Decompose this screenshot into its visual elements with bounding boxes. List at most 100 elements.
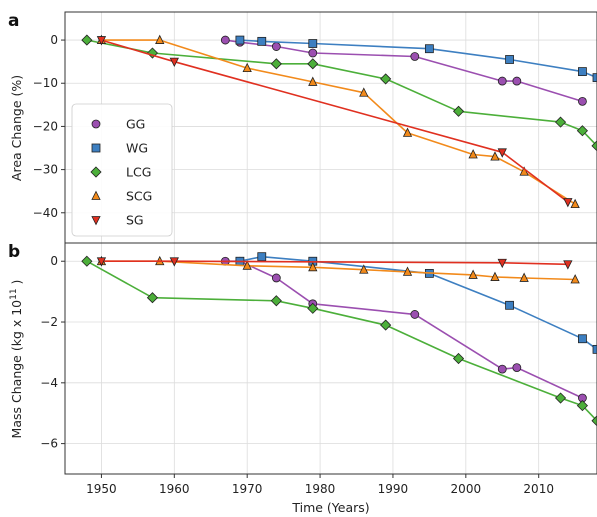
panel-a-point-wg-4 <box>505 55 514 64</box>
panel-a-point-scg-9 <box>570 198 580 209</box>
panel-b-y-axis-label-suffix: ) <box>9 280 24 289</box>
panel-a-point-lcg-7 <box>576 125 588 137</box>
panel-b-point-wg-4 <box>505 300 514 310</box>
panel-b-y-ticks: 0 −2 −4 −6 <box>40 254 65 451</box>
panel-a-point-scg-5 <box>402 127 413 137</box>
panel-a-point-lcg-6 <box>554 116 567 128</box>
panel-b-point-lcg-8 <box>591 415 597 427</box>
panel-b-point-wg-6 <box>592 344 597 354</box>
panel-b-y-axis-label-exponent: 11 <box>9 288 19 299</box>
panel-a-point-wg-1 <box>257 36 267 46</box>
panel-b-series-sg <box>96 257 573 270</box>
panel-a-point-gg-2 <box>271 42 281 51</box>
panel-a-point-lcg-0 <box>81 34 93 46</box>
legend-marker-gg <box>91 119 101 129</box>
x-tick-label-1950: 1950 <box>86 482 117 496</box>
panel-b-y-axis-label: Mass Change (kg x 1011 ) <box>9 280 24 439</box>
legend-marker-lcg <box>90 166 102 178</box>
panel-a-point-lcg-3 <box>307 58 319 70</box>
panel-b-y-tick-label--4: −4 <box>40 376 58 390</box>
panel-a-y-ticks: 0 −10 −20 −30 −40 <box>33 33 65 220</box>
panel-b-point-lcg-1 <box>146 292 159 304</box>
panel-b-point-scg-5 <box>402 266 413 276</box>
legend-label-gg: GG <box>126 117 145 132</box>
panel-b-point-lcg-6 <box>554 392 567 404</box>
panel-a-point-gg-4 <box>410 52 420 61</box>
panel-b-point-gg-2 <box>271 273 281 283</box>
panel-a-series <box>81 34 597 209</box>
panel-a-point-scg-4 <box>359 87 369 97</box>
panel-b-mass-change: 0 −2 −4 −6 b Mass Change (kg x 1011 ) <box>8 242 597 475</box>
panel-b-letter: b <box>8 242 20 262</box>
x-tick-label-2010: 2010 <box>523 482 554 496</box>
panel-b-y-tick-label--6: −6 <box>40 437 58 451</box>
x-tick-label-1970: 1970 <box>232 482 263 496</box>
panel-b-y-axis-label-main: Mass Change (kg x 10 <box>9 300 24 439</box>
panel-b-series <box>81 252 597 427</box>
x-tick-label-2000: 2000 <box>451 482 482 496</box>
panel-b-series-lcg <box>81 255 597 427</box>
panel-b-point-sg-3 <box>563 260 573 270</box>
panel-b-y-tick-label--2: −2 <box>40 315 58 329</box>
panel-a-series-wg <box>235 35 597 83</box>
panel-a-point-gg-7 <box>578 96 587 106</box>
legend-marker-wg <box>91 143 101 153</box>
legend-item-sg: SG <box>91 213 144 228</box>
panel-a-series-gg <box>220 35 587 106</box>
panel-b-series-scg <box>96 255 580 284</box>
panel-b-point-sg-0 <box>96 257 107 267</box>
panel-b-line-wg <box>239 255 597 351</box>
panel-a-point-wg-6 <box>592 73 597 83</box>
panel-a-point-wg-0 <box>235 35 245 45</box>
panel-b-line-scg <box>101 260 576 281</box>
panel-a-point-lcg-8 <box>591 140 597 152</box>
legend-item-scg: SCG <box>91 189 152 204</box>
x-axis: 1950 1960 1970 1980 1990 2000 2010 <box>86 474 554 496</box>
panel-b-point-lcg-5 <box>452 352 465 365</box>
legend-marker-scg <box>91 190 101 200</box>
legend-item-gg: GG <box>91 117 145 132</box>
panel-a-y-tick-label--20: −20 <box>33 119 58 133</box>
legend-item-lcg: LCG <box>90 165 151 180</box>
panel-b-point-wg-1 <box>257 252 267 262</box>
legend-marker-sg <box>91 216 101 226</box>
panel-a-point-wg-2 <box>308 39 318 48</box>
panel-a-area-change: 0 −10 −20 −30 −40 a Area Change (%) GG WG LCG S… <box>8 11 597 244</box>
legend-label-lcg: LCG <box>126 165 151 180</box>
panel-b-point-scg-4 <box>359 264 369 274</box>
panel-a-point-scg-1 <box>155 34 165 44</box>
panel-a-point-sg-1 <box>169 57 179 68</box>
panel-a-point-scg-7 <box>490 151 500 161</box>
panel-a-point-sg-3 <box>563 198 573 208</box>
x-tick-label-1980: 1980 <box>305 482 336 496</box>
panel-a-y-axis-label: Area Change (%) <box>9 75 24 181</box>
panel-b-point-scg-7 <box>490 271 500 281</box>
panel-b-point-scg-2 <box>242 260 252 270</box>
panel-a-point-gg-0 <box>220 35 230 45</box>
panel-b-point-lcg-7 <box>576 400 588 412</box>
panel-b-point-scg-6 <box>468 269 478 279</box>
panel-b-point-wg-5 <box>578 334 587 344</box>
x-axis-label: Time (Years) <box>291 500 369 515</box>
panel-a-y-tick-label--40: −40 <box>33 206 58 220</box>
panel-a-letter: a <box>8 11 19 31</box>
panel-a-point-lcg-2 <box>270 58 282 70</box>
panel-a-series-scg <box>96 34 580 209</box>
panel-a-point-gg-3 <box>308 48 318 58</box>
panel-b-frame <box>64 242 597 475</box>
x-tick-label-1990: 1990 <box>378 482 409 496</box>
panel-a-point-gg-5 <box>497 76 507 86</box>
legend-label-wg: WG <box>126 141 148 156</box>
panel-a-point-scg-2 <box>242 62 252 73</box>
panel-a-point-lcg-5 <box>452 105 465 117</box>
panel-b-point-gg-5 <box>497 364 507 374</box>
panel-b-point-sg-2 <box>497 258 507 269</box>
panel-a-point-wg-5 <box>578 67 587 76</box>
panel-a-series-sg <box>96 36 573 208</box>
x-tick-label-1960: 1960 <box>159 482 190 496</box>
panel-b-line-sg <box>101 260 568 266</box>
legend-box <box>71 103 173 237</box>
panel-b-point-gg-6 <box>512 363 522 373</box>
panel-b-point-scg-8 <box>519 272 529 282</box>
